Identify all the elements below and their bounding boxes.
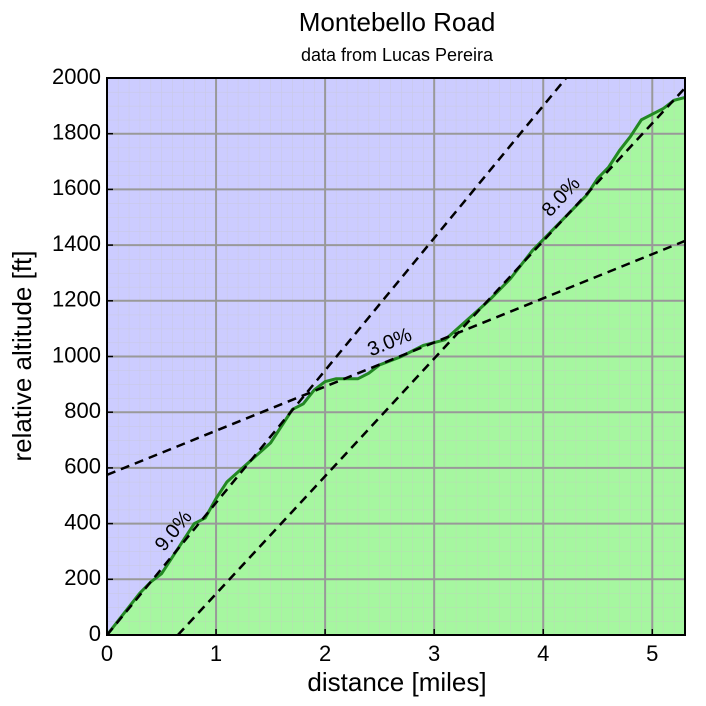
y-axis-label: relative altitude [ft] — [7, 251, 37, 462]
y-tick-label: 1400 — [52, 231, 101, 256]
y-tick-label: 600 — [64, 454, 101, 479]
x-tick-label: 5 — [646, 641, 658, 666]
guide-line — [107, 78, 568, 635]
y-tick-label: 800 — [64, 398, 101, 423]
y-tick-label: 1200 — [52, 287, 101, 312]
chart-subtitle: data from Lucas Pereira — [301, 45, 494, 65]
x-tick-label: 1 — [210, 641, 222, 666]
plot-area — [107, 78, 685, 635]
x-tick-label: 4 — [537, 641, 549, 666]
y-tick-label: 200 — [64, 565, 101, 590]
chart-title: Montebello Road — [299, 7, 496, 37]
y-tick-label: 400 — [64, 509, 101, 534]
x-tick-label: 0 — [101, 641, 113, 666]
guide-line — [176, 87, 685, 635]
x-tick-label: 3 — [428, 641, 440, 666]
x-axis-label: distance [miles] — [307, 667, 486, 697]
y-tick-label: 1800 — [52, 120, 101, 145]
y-tick-label: 1600 — [52, 175, 101, 200]
y-tick-label: 0 — [89, 621, 101, 646]
x-tick-label: 2 — [319, 641, 331, 666]
y-tick-label: 2000 — [52, 64, 101, 89]
y-tick-label: 1000 — [52, 342, 101, 367]
